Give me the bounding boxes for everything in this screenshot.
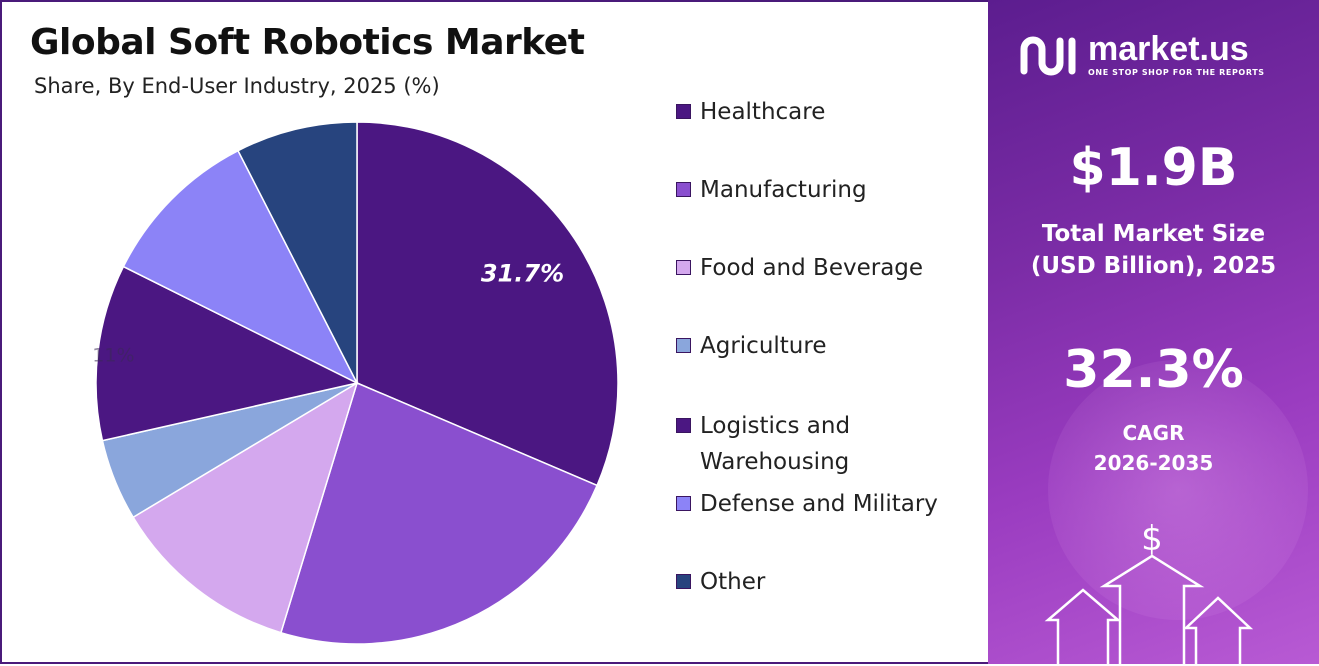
arrow-up-icon xyxy=(1099,554,1205,664)
growth-arrows-illustration: $ xyxy=(1044,519,1254,664)
info-panel: market.us ONE STOP SHOP FOR THE REPORTS … xyxy=(988,0,1319,664)
legend-item-other: Other xyxy=(676,564,962,600)
legend-item-agriculture: Agriculture xyxy=(676,328,962,364)
legend-label: Manufacturing xyxy=(700,177,867,203)
pie-slice-food-and-beverage xyxy=(132,381,359,634)
cagr-label-line1: CAGR xyxy=(1122,421,1185,445)
market-size-label: Total Market Size (USD Billion), 2025 xyxy=(988,218,1319,282)
legend-swatch xyxy=(676,574,691,589)
chart-panel: Global Soft Robotics Market Share, By En… xyxy=(0,0,988,664)
legend-label: Healthcare xyxy=(700,99,826,125)
market-size-label-line1: Total Market Size xyxy=(1041,221,1266,247)
legend-swatch xyxy=(676,104,691,119)
legend-swatch xyxy=(676,418,691,433)
legend-item-healthcare: Healthcare xyxy=(676,94,962,130)
brand-logo: market.us ONE STOP SHOP FOR THE REPORTS xyxy=(1018,32,1265,77)
arrow-up-icon xyxy=(1044,588,1122,664)
data-label-logistics-and-warehousing: 11% xyxy=(92,345,134,367)
market-size-label-line2: (USD Billion), 2025 xyxy=(1030,253,1277,279)
legend-swatch xyxy=(676,338,691,353)
background-glow xyxy=(1048,360,1308,620)
legend-label: Food and Beverage xyxy=(700,255,924,281)
pie-slice-healthcare xyxy=(356,121,619,487)
chart-title: Global Soft Robotics Market xyxy=(30,22,585,63)
cagr-value: 32.3% xyxy=(1063,340,1244,400)
dollar-sign-icon: $ xyxy=(1141,519,1163,559)
legend-swatch xyxy=(676,182,691,197)
cagr-label: CAGR 2026-2035 xyxy=(988,418,1319,478)
legend-item-food-and-beverage: Food and Beverage xyxy=(676,250,962,286)
arrow-up-icon xyxy=(1182,596,1254,664)
legend-label: Agriculture xyxy=(700,333,827,359)
chart-subtitle: Share, By End-User Industry, 2025 (%) xyxy=(34,74,440,98)
market-size-value: $1.9B xyxy=(1069,138,1238,198)
pie-slice-manufacturing xyxy=(279,381,599,645)
legend-label: Other xyxy=(700,569,766,595)
legend-swatch xyxy=(676,496,691,511)
legend-label: Logistics and Warehousing xyxy=(700,413,851,475)
pie-slice-defense-and-military xyxy=(122,149,359,385)
legend-item-logistics-and-warehousing: Logistics and Warehousing xyxy=(676,408,962,480)
cagr-label-line2: 2026-2035 xyxy=(1093,451,1214,475)
pie-slice-other xyxy=(237,121,358,384)
pie-chart: 31.7% 11% xyxy=(92,121,619,645)
brand-name: market.us xyxy=(1088,30,1249,68)
legend-item-manufacturing: Manufacturing xyxy=(676,172,962,208)
brand-tagline: ONE STOP SHOP FOR THE REPORTS xyxy=(1088,68,1265,77)
brand-text: market.us ONE STOP SHOP FOR THE REPORTS xyxy=(1088,32,1265,77)
legend-swatch xyxy=(676,260,691,275)
legend-label: Defense and Military xyxy=(700,491,938,517)
legend: Healthcare Manufacturing Food and Beverage… xyxy=(676,94,976,614)
data-label-healthcare: 31.7% xyxy=(481,260,564,288)
legend-item-defense-and-military: Defense and Military xyxy=(676,486,962,522)
pie-slice-logistics-and-warehousing xyxy=(95,265,360,442)
market-us-logo-icon xyxy=(1020,36,1076,75)
